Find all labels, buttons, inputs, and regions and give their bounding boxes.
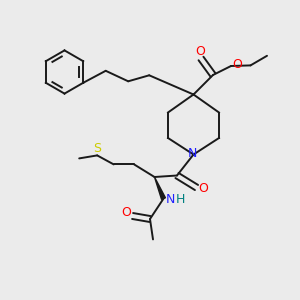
Text: H: H [175, 193, 185, 206]
Text: N: N [188, 147, 198, 160]
Text: O: O [233, 58, 242, 71]
Polygon shape [154, 177, 165, 200]
Text: O: O [198, 182, 208, 196]
Text: N: N [165, 193, 175, 206]
Text: O: O [121, 206, 131, 220]
Text: O: O [196, 45, 205, 58]
Text: S: S [93, 142, 101, 155]
